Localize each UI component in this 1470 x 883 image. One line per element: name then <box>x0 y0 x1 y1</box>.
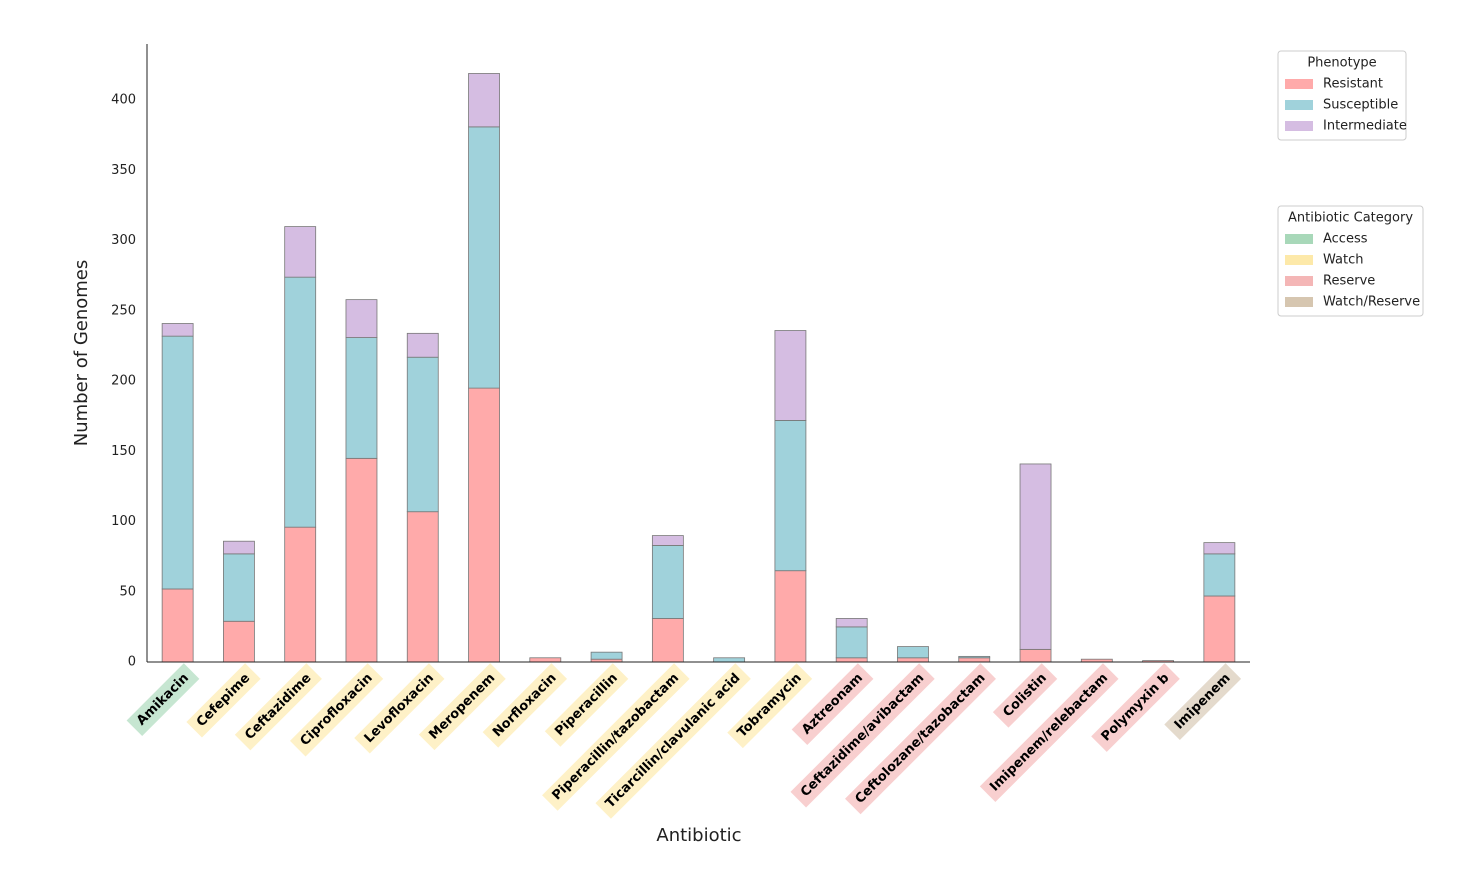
category-highlight <box>418 663 506 751</box>
category-highlight <box>790 663 935 808</box>
x-tick-group: Colistin <box>992 663 1058 728</box>
legend-label: Susceptible <box>1323 98 1398 113</box>
x-axis-label: Antibiotic <box>656 825 741 846</box>
category-highlight <box>791 663 874 745</box>
bar-segment <box>651 535 684 546</box>
x-tick-group: Imipenem <box>1164 663 1242 741</box>
bar-segment <box>958 657 991 663</box>
bar-segment <box>835 626 868 659</box>
bar-segment <box>897 657 929 663</box>
x-tick-label: Cefepime <box>194 671 253 730</box>
legend-label: Watch/Reserve <box>1323 295 1420 310</box>
bar-segment <box>651 545 684 619</box>
category-highlight <box>542 663 690 811</box>
bar-segment <box>1203 595 1236 663</box>
legend-swatch <box>1285 276 1313 286</box>
bar-segment <box>345 299 378 338</box>
category-highlight <box>844 663 996 815</box>
bar-segment <box>284 526 317 663</box>
legend-title: Antibiotic Category <box>1288 211 1413 226</box>
legend-box <box>1277 205 1424 317</box>
bar-segment <box>161 323 194 337</box>
x-tick-label: Imipenem <box>1172 671 1234 733</box>
legend-label: Reserve <box>1323 274 1375 289</box>
category-highlight <box>354 663 445 754</box>
bar-segment <box>284 226 317 278</box>
y-tick-label: 50 <box>119 584 136 599</box>
legend-swatch <box>1285 79 1313 89</box>
bar-segment <box>345 337 378 459</box>
legend-label: Watch <box>1323 253 1363 268</box>
y-tick-label: 200 <box>111 374 136 389</box>
bar-segment <box>1019 648 1052 663</box>
bar-segment <box>590 651 623 660</box>
category-highlight <box>234 663 322 751</box>
y-tick-label: 100 <box>111 514 136 529</box>
x-tick-label: Colistin <box>1000 671 1050 721</box>
category-highlight <box>290 663 384 757</box>
category-highlight <box>1091 663 1180 752</box>
x-tick-group: Amikacin <box>126 663 200 737</box>
bar-segment <box>1203 553 1236 597</box>
legend-title: Phenotype <box>1307 56 1376 71</box>
bar-segment <box>958 655 991 659</box>
bar-segment <box>345 457 378 663</box>
x-tick-label: Ceftazidime/avibactam <box>798 671 927 800</box>
bar-segment <box>468 126 500 389</box>
bar-segment <box>468 73 500 128</box>
y-tick-label: 0 <box>128 655 136 670</box>
bar-segment <box>161 588 194 663</box>
bar-segment <box>468 387 500 663</box>
bar-segment <box>651 618 684 663</box>
bar-segment <box>774 330 807 421</box>
bar-segment <box>406 332 439 358</box>
bar-segment <box>406 356 439 513</box>
category-highlight <box>595 663 751 819</box>
legend-swatch <box>1285 234 1313 244</box>
category-highlight <box>979 663 1119 802</box>
bar-segment <box>774 570 807 663</box>
category-highlight <box>126 663 200 737</box>
y-tick-label: 350 <box>111 163 136 178</box>
bar-segment <box>406 511 439 663</box>
bar-segment <box>529 657 562 663</box>
bar-segment <box>284 276 317 528</box>
bar-segment <box>161 335 194 590</box>
bar-segment <box>1019 463 1052 650</box>
bar-segment <box>835 657 868 663</box>
legend-label: Access <box>1323 232 1368 247</box>
bar-segment <box>223 540 255 555</box>
category-highlight <box>992 663 1058 728</box>
bar-segment <box>897 646 929 659</box>
y-tick-label: 400 <box>111 93 136 108</box>
bar-segment <box>835 618 868 628</box>
category-highlight <box>186 663 261 738</box>
x-tick-label: Amikacin <box>134 671 192 729</box>
legend-swatch <box>1285 255 1313 265</box>
y-axis-label: Number of Genomes <box>71 260 92 447</box>
bar-segment <box>713 657 746 663</box>
category-highlight <box>1164 663 1242 741</box>
y-tick-label: 150 <box>111 444 136 459</box>
legend-swatch <box>1285 297 1313 307</box>
bar-segment <box>223 620 255 663</box>
legend-label: Resistant <box>1323 77 1383 92</box>
x-tick-label: Imipenem/relebactam <box>987 671 1111 795</box>
y-tick-label: 300 <box>111 233 136 248</box>
category-highlight <box>544 663 629 747</box>
legend-box <box>1277 50 1407 141</box>
y-tick-label: 250 <box>111 303 136 318</box>
legend-swatch <box>1285 100 1313 110</box>
legend-swatch <box>1285 121 1313 131</box>
bar-segment <box>1203 542 1236 555</box>
category-highlight <box>727 663 813 749</box>
bar-segment <box>223 553 255 622</box>
bar-segment <box>774 420 807 572</box>
category-highlight <box>482 663 568 748</box>
legend-label: Intermediate <box>1323 119 1407 134</box>
